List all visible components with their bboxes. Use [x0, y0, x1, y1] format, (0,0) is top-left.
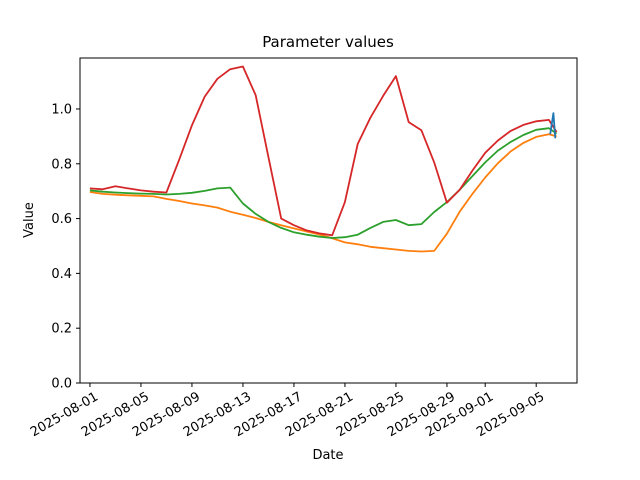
series-red-line [89, 65, 558, 237]
y-tick-label: 0.6 [51, 212, 72, 227]
series-blue-line [549, 112, 557, 139]
y-axis-label: Value [22, 202, 37, 238]
plot-frame [79, 57, 578, 384]
chart-title: Parameter values [262, 33, 394, 51]
axis-ticks: 2025-08-012025-08-052025-08-092025-08-13… [28, 102, 547, 440]
series-orange-line [89, 133, 557, 253]
series-lines [89, 65, 558, 253]
y-tick-label: 0.0 [51, 377, 72, 392]
axis-labels: Parameter values Date Value [22, 33, 394, 463]
y-tick-label: 0.8 [51, 157, 72, 172]
x-axis-label: Date [312, 448, 343, 463]
y-tick-label: 0.4 [51, 267, 72, 282]
series-green-line [89, 127, 558, 239]
y-tick-label: 0.2 [51, 322, 72, 337]
y-tick-label: 1.0 [51, 102, 72, 117]
